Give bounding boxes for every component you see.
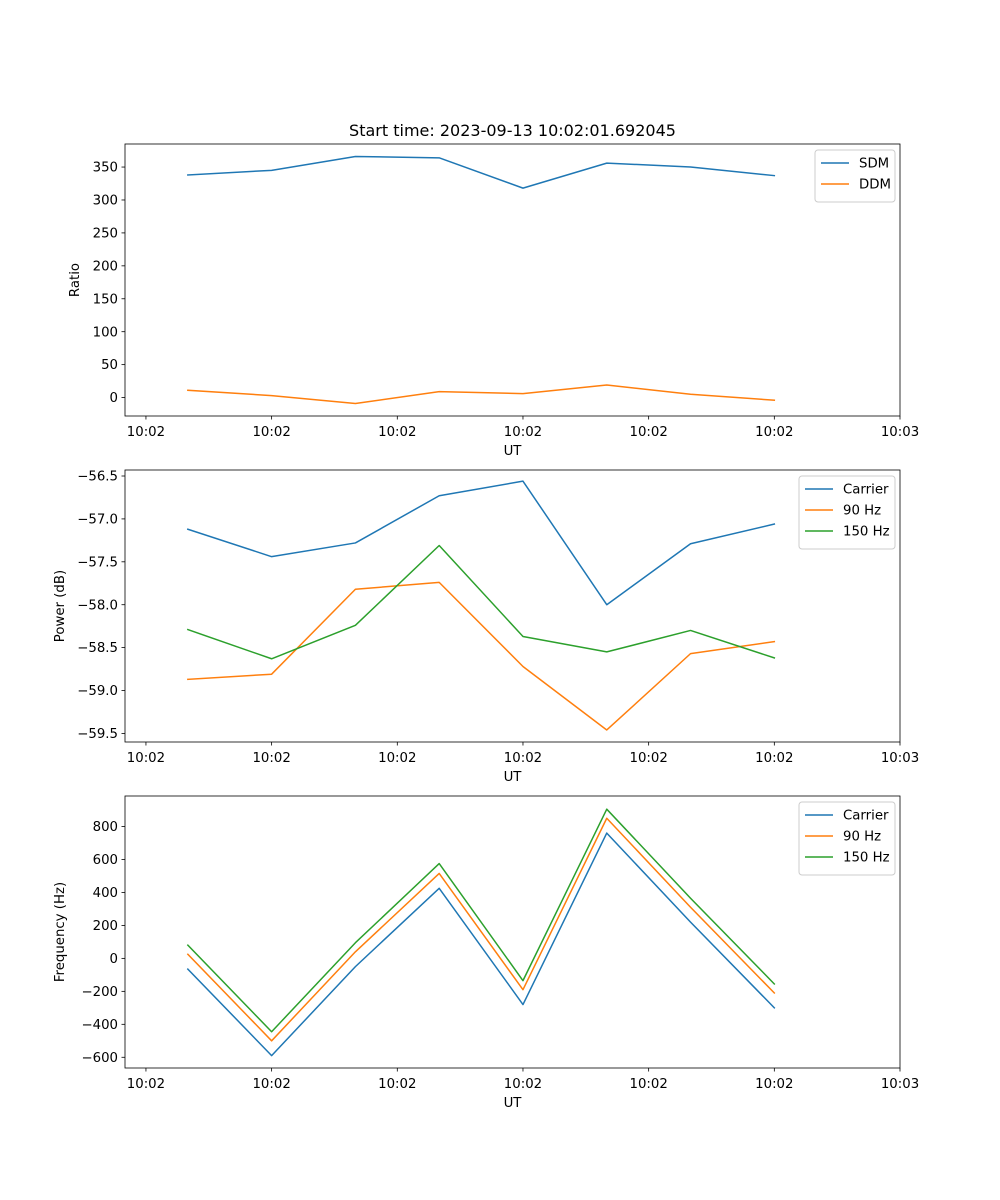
x-tick-label: 10:02 bbox=[755, 425, 793, 440]
x-tick-label: 10:02 bbox=[252, 425, 290, 440]
x-tick-label: 10:02 bbox=[755, 751, 793, 766]
x-tick-label: 10:02 bbox=[378, 425, 416, 440]
x-tick-label: 10:02 bbox=[504, 1077, 542, 1092]
legend-label: Carrier bbox=[843, 483, 889, 498]
y-tick-label: −59.0 bbox=[77, 684, 118, 699]
x-tick-label: 10:03 bbox=[881, 425, 919, 440]
series-line-90-hz bbox=[186, 817, 776, 1042]
plot-area bbox=[125, 796, 900, 1068]
x-tick-label: 10:02 bbox=[378, 751, 416, 766]
series-line-sdm bbox=[187, 155, 776, 189]
x-tick-label: 10:02 bbox=[629, 1077, 667, 1092]
x-axis-label: UT bbox=[504, 444, 523, 459]
legend-label: SDM bbox=[859, 157, 889, 172]
x-axis-label: UT bbox=[504, 1096, 523, 1111]
series-line-ddm bbox=[187, 384, 776, 405]
x-axis-label: UT bbox=[504, 770, 523, 785]
series-line-carrier bbox=[186, 832, 776, 1057]
x-tick-label: 10:02 bbox=[127, 1077, 165, 1092]
y-tick-label: 800 bbox=[93, 820, 118, 835]
x-tick-label: 10:02 bbox=[252, 1077, 290, 1092]
y-tick-label: 350 bbox=[93, 161, 118, 176]
y-tick-label: 300 bbox=[93, 194, 118, 209]
y-tick-label: 200 bbox=[93, 919, 118, 934]
y-axis-label: Frequency (Hz) bbox=[53, 882, 68, 982]
x-tick-label: 10:03 bbox=[881, 1077, 919, 1092]
y-tick-label: 0 bbox=[110, 952, 118, 967]
y-axis-label: Power (dB) bbox=[53, 570, 68, 642]
y-axis-label: Ratio bbox=[68, 263, 83, 297]
y-tick-label: −59.5 bbox=[77, 727, 118, 742]
axes-frame bbox=[124, 469, 901, 743]
x-tick-label: 10:02 bbox=[629, 751, 667, 766]
series-line-150-hz bbox=[186, 544, 776, 660]
plot-area bbox=[125, 470, 900, 742]
chart-frequency: 10:02 10:02 10:02 10:02 10:02 10:02 10:03 −600 −… bbox=[53, 795, 919, 1111]
legend-label: Carrier bbox=[843, 809, 889, 824]
series-line-150-hz bbox=[186, 808, 776, 1033]
x-tick-label: 10:02 bbox=[378, 1077, 416, 1092]
x-tick-label: 10:02 bbox=[127, 425, 165, 440]
series-line-carrier bbox=[186, 480, 776, 606]
y-tick-label: −57.0 bbox=[77, 513, 118, 528]
y-tick-label: 600 bbox=[93, 853, 118, 868]
y-tick-label: 100 bbox=[93, 325, 118, 340]
y-tick-label: −600 bbox=[81, 1051, 118, 1066]
y-tick-label: −58.5 bbox=[77, 641, 118, 656]
x-tick-label: 10:02 bbox=[755, 1077, 793, 1092]
x-tick-label: 10:03 bbox=[881, 751, 919, 766]
legend-label: 150 Hz bbox=[843, 851, 890, 866]
y-tick-label: 400 bbox=[93, 886, 118, 901]
y-tick-label: 250 bbox=[93, 227, 118, 242]
y-tick-label: −200 bbox=[81, 985, 118, 1000]
figure-title: Start time: 2023-09-13 10:02:01.692045 bbox=[349, 121, 676, 140]
x-tick-label: 10:02 bbox=[629, 425, 667, 440]
legend-label: 90 Hz bbox=[843, 504, 881, 519]
y-tick-label: −56.5 bbox=[77, 470, 118, 485]
y-tick-label: −58.0 bbox=[77, 598, 118, 613]
plot-area bbox=[125, 144, 900, 416]
y-tick-label: −400 bbox=[81, 1018, 118, 1033]
chart-power: 10:02 10:02 10:02 10:02 10:02 10:02 10:03 −59.5… bbox=[53, 469, 919, 785]
y-tick-label: 150 bbox=[93, 292, 118, 307]
y-tick-label: −57.5 bbox=[77, 555, 118, 570]
y-tick-label: 50 bbox=[101, 358, 118, 373]
x-tick-label: 10:02 bbox=[504, 425, 542, 440]
x-tick-label: 10:02 bbox=[127, 751, 165, 766]
legend-label: 90 Hz bbox=[843, 830, 881, 845]
y-tick-label: 0 bbox=[110, 391, 118, 406]
legend-label: DDM bbox=[859, 178, 891, 193]
series-line-90-hz bbox=[187, 581, 776, 731]
chart-ratio: 10:02 10:02 10:02 10:02 10:02 10:02 10:03 0 50 10… bbox=[68, 143, 919, 459]
x-tick-label: 10:02 bbox=[504, 751, 542, 766]
axes-frame bbox=[124, 795, 901, 1069]
legend-label: 150 Hz bbox=[843, 525, 890, 540]
x-tick-label: 10:02 bbox=[252, 751, 290, 766]
axes-frame bbox=[124, 143, 901, 417]
y-tick-label: 200 bbox=[93, 259, 118, 274]
